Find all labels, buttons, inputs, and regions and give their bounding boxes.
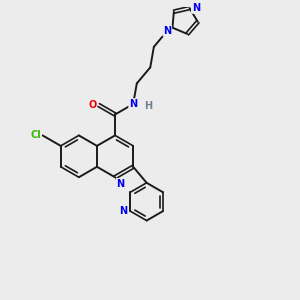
Text: N: N xyxy=(129,99,137,109)
Text: Cl: Cl xyxy=(30,130,41,140)
Text: N: N xyxy=(119,206,128,216)
Text: N: N xyxy=(192,3,200,13)
Text: N: N xyxy=(116,179,124,189)
Text: N: N xyxy=(163,26,171,36)
Text: H: H xyxy=(144,101,152,111)
Text: O: O xyxy=(88,100,96,110)
